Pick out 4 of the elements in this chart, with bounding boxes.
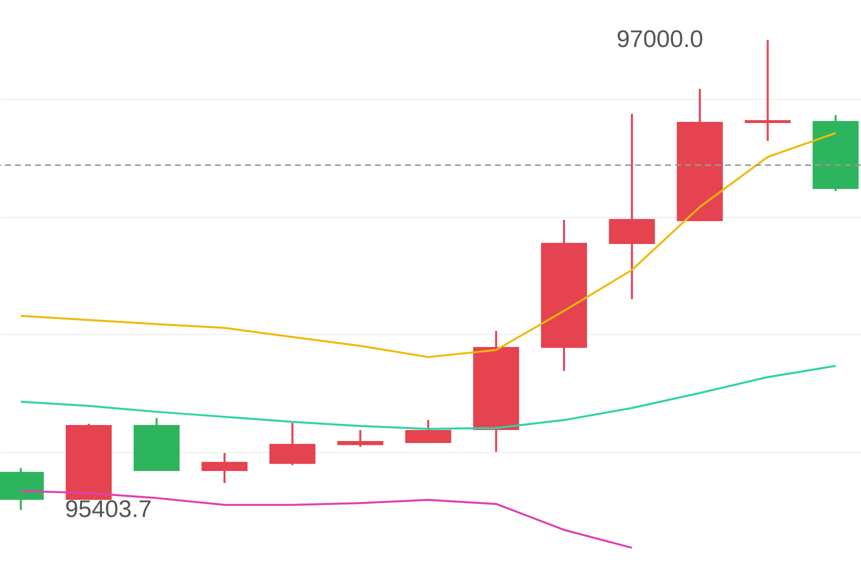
annotation: 97000.0 [616, 26, 704, 54]
candlestick [337, 429, 384, 448]
candlestick [744, 39, 791, 142]
annotation: 95403.7 [64, 496, 152, 523]
